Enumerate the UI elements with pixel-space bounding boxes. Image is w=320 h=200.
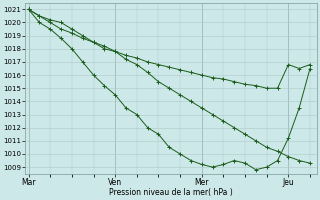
X-axis label: Pression niveau de la mer( hPa ): Pression niveau de la mer( hPa ) — [109, 188, 233, 197]
